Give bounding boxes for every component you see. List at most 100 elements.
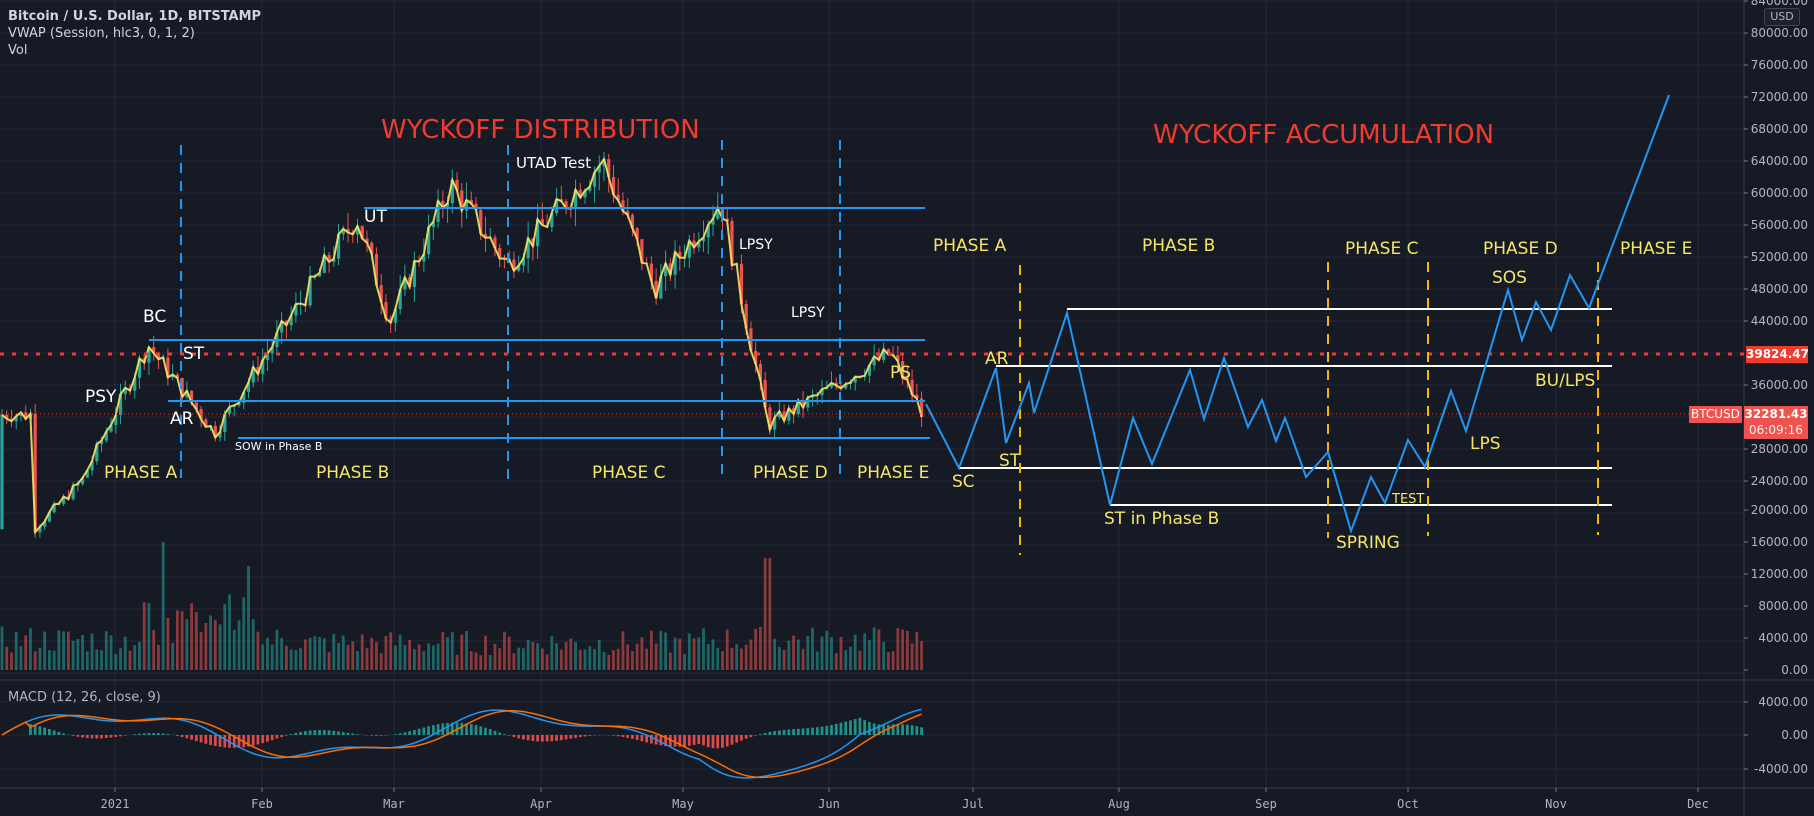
candle-body xyxy=(763,379,767,408)
macd-histogram-bar xyxy=(76,735,80,737)
candle-body xyxy=(853,376,857,383)
candle-body xyxy=(47,512,51,522)
candle-body xyxy=(678,251,682,258)
candle-body xyxy=(327,255,331,262)
price-tick-label: 84000.00 xyxy=(1751,0,1808,8)
candle-body xyxy=(384,301,388,319)
volume-bar xyxy=(275,629,279,670)
volume-bar xyxy=(640,637,644,670)
volume-bar xyxy=(81,635,84,670)
macd-histogram-bar xyxy=(787,729,791,735)
volume-bar xyxy=(574,641,577,670)
volume-bar xyxy=(308,637,312,670)
label-psy: PSY xyxy=(85,387,117,407)
currency-badge[interactable]: USD xyxy=(1764,8,1800,26)
price-tick-label: 56000.00 xyxy=(1751,218,1808,232)
volume-bar xyxy=(375,642,378,670)
label-lpsy-2: LPSY xyxy=(791,305,825,321)
volume-bar xyxy=(123,636,127,670)
candle-body xyxy=(460,190,464,211)
time-tick-label: Feb xyxy=(251,797,273,811)
macd-histogram-bar xyxy=(123,735,127,736)
macd-histogram-bar xyxy=(564,735,568,740)
candle-body xyxy=(882,349,886,360)
macd-histogram-bar xyxy=(868,722,871,735)
volume-bar xyxy=(180,611,184,670)
volume-bar xyxy=(384,635,388,670)
macd-histogram-bar xyxy=(526,735,530,741)
volume-bar xyxy=(95,649,99,670)
candle-body xyxy=(109,425,113,432)
candle-body xyxy=(412,261,416,287)
label-sc: SC xyxy=(952,472,975,492)
candle-body xyxy=(137,358,142,378)
volume-bar xyxy=(792,635,795,670)
vwap-indicator-label[interactable]: VWAP (Session, hlc3, 0, 1, 2) xyxy=(8,26,195,41)
volume-bar xyxy=(744,644,748,670)
candle-body xyxy=(441,200,445,208)
macd-histogram-bar xyxy=(237,735,241,748)
price-tick-label: 12000.00 xyxy=(1751,567,1808,581)
candle-body xyxy=(469,199,473,204)
symbol-title[interactable]: Bitcoin / U.S. Dollar, 1D, BITSTAMP xyxy=(8,9,262,24)
macd-histogram-bar xyxy=(100,735,103,739)
candle-body xyxy=(578,189,582,198)
volume-bar xyxy=(185,619,189,670)
macd-histogram-bar xyxy=(57,731,61,735)
macd-histogram-bar xyxy=(763,732,767,735)
macd-histogram-bar xyxy=(550,735,554,742)
volume-bar xyxy=(540,648,544,670)
volume-bar xyxy=(759,626,762,670)
candle-body xyxy=(716,208,720,219)
distribution-phase-label: PHASE A xyxy=(104,463,178,483)
candle-body xyxy=(498,247,502,259)
volume-bar xyxy=(725,629,729,670)
label-acc-st: ST xyxy=(999,451,1021,471)
macd-histogram-bar xyxy=(886,724,890,735)
volume-bar xyxy=(550,636,554,670)
macd-histogram-bar xyxy=(204,735,208,744)
volume-bar xyxy=(697,637,701,670)
macd-histogram-bar xyxy=(834,723,838,735)
macd-histogram-bar xyxy=(882,724,886,735)
candle-body xyxy=(919,398,924,417)
volume-bar xyxy=(299,648,303,670)
accumulation-projection-path[interactable] xyxy=(925,94,1670,535)
price-tick-label: 48000.00 xyxy=(1751,282,1808,296)
macd-histogram-bar xyxy=(294,732,298,735)
macd-histogram-bar xyxy=(479,726,483,735)
macd-histogram-bar xyxy=(341,732,345,735)
volume-bar xyxy=(337,642,340,670)
candle-body xyxy=(43,521,47,527)
macd-indicator-label[interactable]: MACD (12, 26, close, 9) xyxy=(8,690,161,705)
price-tick-label: 72000.00 xyxy=(1751,90,1808,104)
accumulation-phase-label: PHASE E xyxy=(1620,239,1692,259)
time-tick-label: May xyxy=(672,797,694,811)
volume-bar xyxy=(844,650,848,670)
candle-body xyxy=(152,347,156,354)
candle-body xyxy=(0,414,4,529)
candle-body xyxy=(280,321,284,333)
macd-histogram-bar xyxy=(81,735,84,738)
candle-body xyxy=(758,363,762,380)
candle-body xyxy=(692,240,696,248)
volume-indicator-label[interactable]: Vol xyxy=(8,43,28,58)
candle-body xyxy=(156,353,161,360)
volume-bar xyxy=(569,638,573,670)
macd-histogram-bar xyxy=(308,730,312,735)
macd-histogram-bar xyxy=(408,731,412,735)
macd-histogram-bar xyxy=(645,735,649,743)
time-tick-label: Jun xyxy=(818,797,840,811)
candle-body xyxy=(294,304,298,316)
volume-bar xyxy=(142,602,146,670)
volume-bar xyxy=(839,636,843,670)
volume-bar xyxy=(853,634,857,670)
candle-body xyxy=(659,276,663,299)
volume-bar xyxy=(635,643,639,670)
macd-histogram-bar xyxy=(166,734,170,735)
volume-bar xyxy=(631,651,634,670)
macd-histogram-bar xyxy=(830,724,833,735)
volume-bar xyxy=(10,652,13,670)
